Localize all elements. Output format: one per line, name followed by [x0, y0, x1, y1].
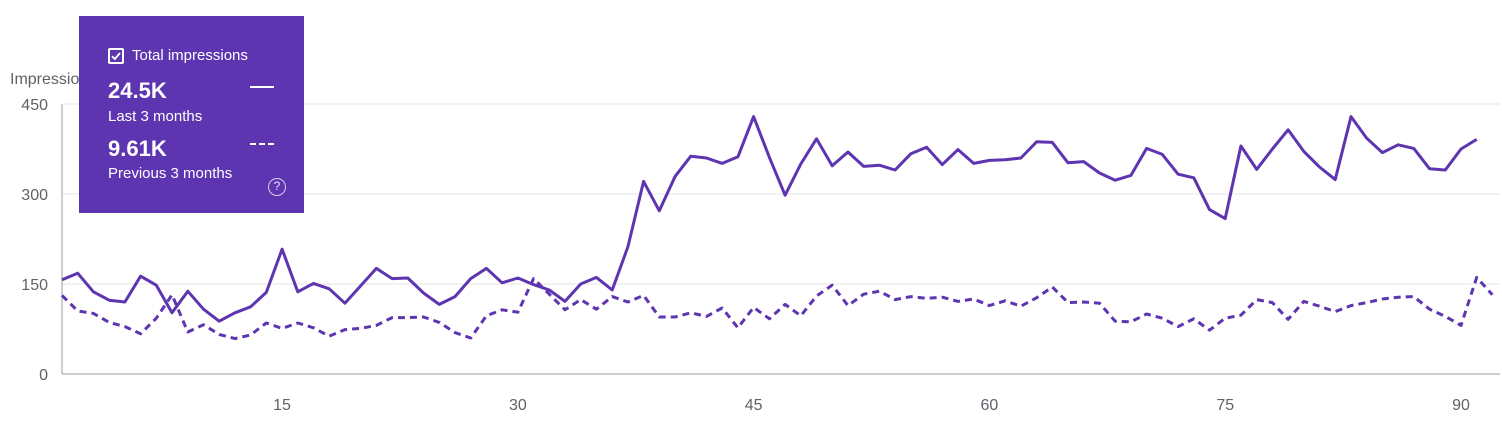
x-tick-label: 15	[273, 397, 291, 414]
y-axis-ticks: 0 150 300 450	[21, 97, 48, 384]
checkbox-checked-icon[interactable]	[108, 47, 124, 64]
y-tick-label: 450	[21, 97, 48, 114]
y-tick-label: 0	[39, 367, 48, 384]
current-period-line[interactable]	[61, 115, 1478, 323]
previous-period-label: Previous 3 months	[108, 165, 233, 182]
x-tick-label: 60	[981, 397, 999, 414]
solid-line-legend	[250, 86, 274, 88]
current-value: 24.5K	[108, 78, 167, 103]
x-tick-label: 75	[1216, 397, 1234, 414]
y-tick-label: 300	[21, 187, 48, 204]
x-tick-label: 90	[1452, 397, 1470, 414]
y-axis-label: Impressions	[10, 71, 96, 88]
metric-toggle[interactable]: Total impressions	[108, 47, 248, 64]
current-period-label: Last 3 months	[108, 108, 203, 125]
y-tick-label: 150	[21, 277, 48, 294]
metric-label: Total impressions	[132, 47, 248, 64]
x-tick-label: 30	[509, 397, 527, 414]
help-circle-icon[interactable]: ?	[268, 178, 286, 196]
total-impressions-card[interactable]: Total impressions 24.5K Last 3 months 9.…	[79, 16, 304, 213]
previous-period-line[interactable]	[60, 275, 1494, 341]
previous-value: 9.61K	[108, 136, 167, 161]
x-tick-label: 45	[745, 397, 763, 414]
x-axis-ticks: 15 30 45 60 75 90	[273, 397, 1470, 414]
dashed-line-legend	[250, 143, 274, 145]
chart-series	[60, 115, 1494, 341]
